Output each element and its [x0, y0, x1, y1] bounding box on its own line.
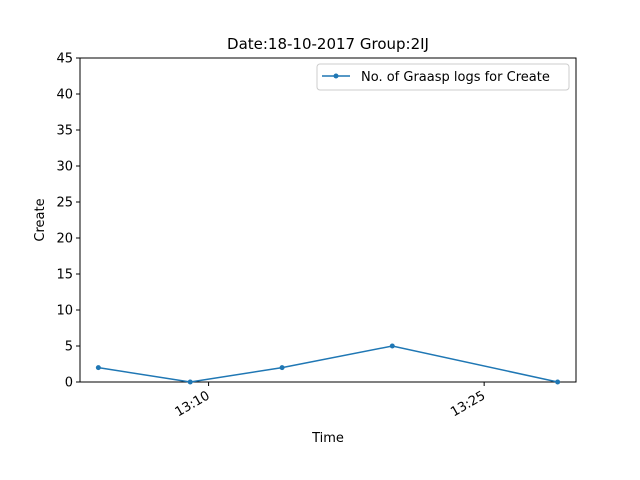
y-tick-label: 25: [56, 196, 73, 211]
data-point: [555, 379, 561, 385]
y-tick-label: 40: [56, 88, 73, 103]
legend: No. of Graasp logs for Create: [316, 63, 570, 91]
data-point: [95, 365, 101, 371]
legend-label: No. of Graasp logs for Create: [361, 70, 550, 85]
x-tick-label: 13:25: [448, 388, 488, 420]
legend-marker: [333, 73, 339, 79]
plot-frame: [79, 57, 577, 383]
y-tick-label: 35: [56, 124, 73, 139]
y-axis: 0 5 10 15 20 25 30 35 40 45: [56, 52, 80, 391]
data-point: [389, 343, 395, 349]
y-tick-label: 30: [56, 160, 73, 175]
y-tick-label: 5: [65, 340, 73, 355]
chart-title: Date:18-10-2017 Group:2IJ: [227, 35, 429, 53]
x-tick-label: 13:10: [173, 388, 213, 420]
y-tick-label: 20: [56, 232, 73, 247]
y-tick-label: 0: [65, 376, 73, 391]
series-line: [98, 345, 558, 383]
x-axis-label: Time: [311, 431, 344, 446]
data-point: [187, 379, 193, 385]
x-axis: 13:10 13:25: [173, 382, 488, 420]
series-layer: [95, 343, 561, 385]
y-axis-label: Create: [33, 198, 48, 241]
y-tick-label: 15: [56, 268, 73, 283]
y-tick-label: 10: [56, 304, 73, 319]
data-point: [279, 365, 285, 371]
y-tick-label: 45: [56, 52, 73, 67]
legend-box: [316, 63, 570, 91]
